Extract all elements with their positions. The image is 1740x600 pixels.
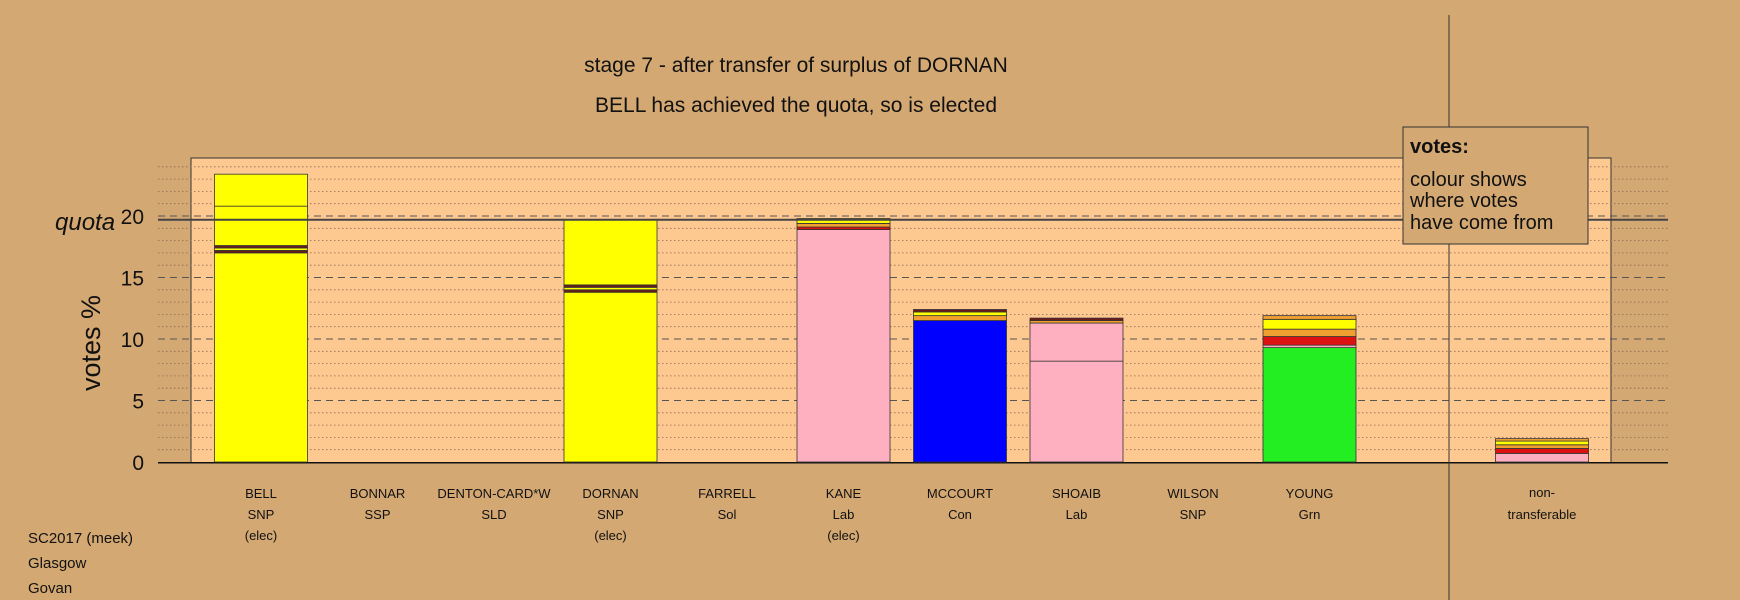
bar-mccourt-segment <box>913 309 1007 313</box>
candidate-party: SNP <box>1180 507 1207 522</box>
y-axis-label: votes % <box>76 295 106 391</box>
bar-young-segment <box>1262 318 1357 330</box>
candidate-name: BELL <box>245 486 277 501</box>
candidate-party: SLD <box>481 507 506 522</box>
candidate-name: YOUNG <box>1286 486 1334 501</box>
bar-bell-segment <box>214 205 308 246</box>
bar-nontransferable-segment <box>1495 440 1589 446</box>
bar-bell-segment <box>214 173 308 207</box>
candidate-party: SNP <box>597 507 624 522</box>
candidate-party: Lab <box>833 507 855 522</box>
axis-baseline <box>158 462 1668 464</box>
bar-young-segment <box>1262 347 1357 463</box>
candidate-labels: BELL SNP (elec) BONNAR SSP DENTON-CARD*W SLD DO… <box>245 485 1577 543</box>
footer-line-1: SC2017 (meek) <box>28 530 133 547</box>
candidate-name: WILSON <box>1167 486 1218 501</box>
nontransferable-label-2: transferable <box>1508 507 1577 522</box>
bar-young-segment <box>1262 328 1357 337</box>
legend-box <box>1402 126 1589 245</box>
bar-shoaib-segment <box>1029 317 1124 321</box>
bar-dornan-segment <box>563 219 658 286</box>
candidate-party: Lab <box>1066 507 1088 522</box>
footer-line-2: Glasgow <box>28 555 87 572</box>
chart-subtitle: BELL has achieved the quota, so is elect… <box>595 94 997 117</box>
bar-nontransferable-segment <box>1495 448 1589 454</box>
bar-kane-segment <box>796 218 891 224</box>
chart-title: stage 7 - after transfer of surplus of D… <box>584 54 1008 77</box>
bar-mccourt-segment <box>913 315 1007 321</box>
legend: votes: colour shows where votes have com… <box>1402 126 1589 245</box>
y-tick-label: 15 <box>121 268 144 291</box>
candidate-name: FARRELL <box>698 486 756 501</box>
y-tick-label: 5 <box>132 391 144 414</box>
bar-nontransferable-segment <box>1495 438 1589 442</box>
nontransferable-label-1: non- <box>1529 485 1555 500</box>
bars <box>214 173 1589 463</box>
bar-nontransferable-segment <box>1495 444 1589 449</box>
legend-line-3: have come from <box>1410 212 1553 234</box>
y-tick-label: 10 <box>121 329 144 352</box>
candidate-party: SNP <box>248 507 275 522</box>
y-axis-ticks: 0 5 10 15 20 <box>121 206 144 475</box>
candidate-name: DENTON-CARD*W <box>437 486 551 501</box>
candidate-name: BONNAR <box>350 486 406 501</box>
candidate-status: (elec) <box>245 528 278 543</box>
candidate-party: Grn <box>1299 507 1321 522</box>
candidate-name: KANE <box>826 486 862 501</box>
bar-shoaib-segment <box>1029 360 1124 463</box>
y-tick-label: 0 <box>132 452 144 475</box>
bar-kane-segment <box>796 222 891 228</box>
footer-line-3: Govan <box>28 580 72 597</box>
candidate-party: Con <box>948 507 972 522</box>
candidate-name: MCCOURT <box>927 486 993 501</box>
bar-bell-segment <box>214 252 308 463</box>
bar-mccourt-segment <box>913 320 1007 463</box>
candidate-name: DORNAN <box>582 486 638 501</box>
bar-nontransferable-segment <box>1495 452 1589 463</box>
candidate-status: (elec) <box>827 528 860 543</box>
bar-kane-segment <box>796 229 891 463</box>
bar-dornan-segment <box>563 291 658 463</box>
legend-heading: votes: <box>1410 136 1469 158</box>
y-tick-label: 20 <box>121 206 144 229</box>
quota-label: quota <box>55 209 115 236</box>
bar-mccourt-segment <box>913 311 1007 317</box>
legend-line-2: where votes <box>1409 190 1518 212</box>
legend-line-1: colour shows <box>1410 169 1527 191</box>
candidate-party: SSP <box>364 507 390 522</box>
bar-young-segment <box>1262 315 1357 320</box>
bar-young-segment <box>1262 336 1357 346</box>
candidate-name: SHOAIB <box>1052 486 1101 501</box>
candidate-status: (elec) <box>594 528 627 543</box>
candidate-party: Sol <box>718 507 737 522</box>
plot-panel <box>190 157 1612 464</box>
bar-shoaib-segment <box>1029 322 1124 362</box>
